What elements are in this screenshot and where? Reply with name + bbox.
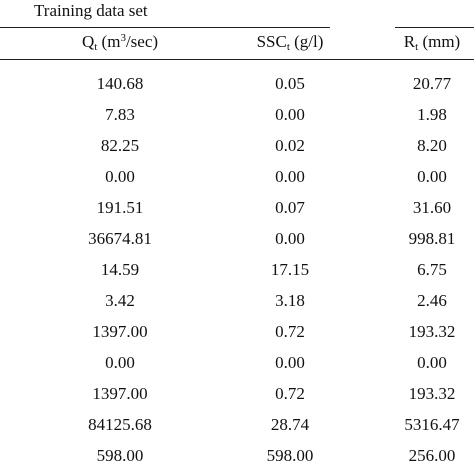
cell: 6.75: [417, 260, 447, 279]
cell: 82.25: [100, 136, 140, 155]
group-rule: [0, 27, 330, 28]
cell: 0.00: [275, 229, 305, 248]
cell: 17.15: [270, 260, 310, 279]
cell: 7.83: [105, 105, 135, 124]
header-part: (g/l): [289, 32, 324, 51]
cell: 1397.00: [92, 384, 148, 403]
header-part: t: [415, 41, 419, 53]
cell: 28.74: [270, 415, 310, 434]
header-part: t: [94, 41, 98, 53]
cell: 0.02: [275, 136, 305, 155]
cell: 0.00: [275, 353, 305, 372]
cell: 193.32: [408, 322, 456, 341]
cell: 2.46: [417, 291, 447, 310]
header-part: (m: [97, 32, 121, 51]
header-rule: [0, 59, 474, 60]
header-part: R: [403, 32, 416, 51]
cell: 20.77: [412, 74, 452, 93]
cell: 31.60: [412, 198, 452, 217]
cell: 36674.81: [88, 229, 152, 248]
column-rule: [395, 27, 474, 28]
cell: 193.32: [408, 384, 456, 403]
cell: 0.00: [105, 353, 135, 372]
cell: 84125.68: [88, 415, 152, 434]
cell: 0.72: [275, 322, 305, 341]
column-header: Rt (mm): [403, 32, 461, 53]
cell: 1397.00: [92, 322, 148, 341]
cell: 0.00: [417, 353, 447, 372]
cell: 0.00: [417, 167, 447, 186]
column-header: Qt (m3/sec): [81, 32, 159, 53]
header-part: /sec): [125, 32, 159, 51]
group-title: Training data set: [34, 1, 148, 20]
cell: 5316.47: [404, 415, 460, 434]
cell: 0.00: [275, 105, 305, 124]
cell: 3.18: [275, 291, 305, 310]
header-part: 3: [120, 32, 126, 44]
cell: 3.42: [105, 291, 135, 310]
header-part: t: [286, 41, 290, 53]
cell: 256.00: [408, 446, 456, 465]
cell: 598.00: [96, 446, 144, 465]
cell: 998.81: [408, 229, 456, 248]
cell: 1.98: [417, 105, 447, 124]
header-part: SSC: [256, 32, 287, 51]
cell: 0.07: [275, 198, 305, 217]
header-part: (mm): [418, 32, 461, 51]
column-header: SSCt (g/l): [256, 32, 324, 53]
cell: 0.05: [275, 74, 305, 93]
cell: 0.00: [275, 167, 305, 186]
cell: 8.20: [417, 136, 447, 155]
header-part: Q: [81, 32, 95, 51]
cell: 191.51: [96, 198, 144, 217]
cell: 0.72: [275, 384, 305, 403]
cell: 140.68: [96, 74, 144, 93]
cell: 14.59: [100, 260, 140, 279]
cell: 0.00: [105, 167, 135, 186]
cell: 598.00: [266, 446, 314, 465]
